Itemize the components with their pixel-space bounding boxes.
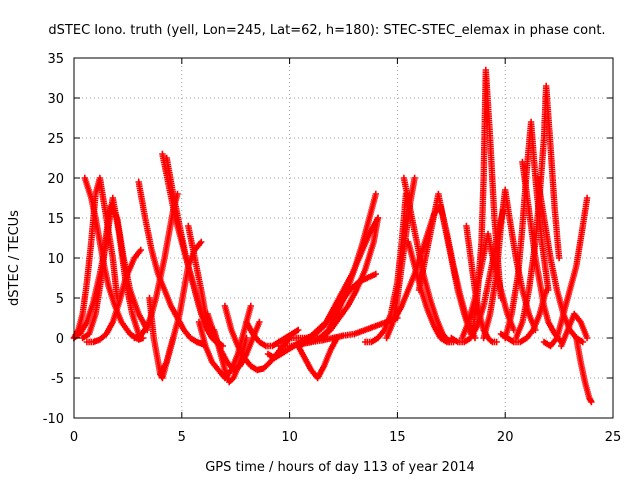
x-axis-label: GPS time / hours of day 113 of year 2014 xyxy=(205,460,475,475)
y-tick-label: 35 xyxy=(47,52,64,67)
y-tick-label: 10 xyxy=(47,252,64,267)
data-arc-42 xyxy=(573,334,595,406)
x-tick-label: 10 xyxy=(281,430,298,445)
x-tick-label: 5 xyxy=(178,430,186,445)
chart-title: dSTEC Iono. truth (yell, Lon=245, Lat=62… xyxy=(48,23,605,38)
y-tick-label: 25 xyxy=(47,132,64,147)
data-arc-29 xyxy=(415,190,474,338)
data-arc-41 xyxy=(558,310,591,350)
data-arc-37 xyxy=(512,82,563,342)
y-tick-label: 20 xyxy=(47,172,64,187)
plot-frame xyxy=(73,57,614,419)
y-axis-label: dSTEC / TECUs xyxy=(7,210,22,306)
data-arc-16 xyxy=(243,318,302,350)
x-tick-label: 20 xyxy=(497,430,514,445)
data-arc-4 xyxy=(83,246,144,346)
data-arc-14 xyxy=(210,326,250,386)
y-tick-label: 15 xyxy=(47,212,64,227)
data-series xyxy=(70,66,595,406)
y-tick-label: 0 xyxy=(56,332,64,347)
data-arc-38 xyxy=(519,158,565,346)
y-tick-label: 30 xyxy=(47,92,64,107)
y-tick-label: 5 xyxy=(56,292,64,307)
x-tick-label: 15 xyxy=(389,430,406,445)
y-tick-label: -5 xyxy=(51,372,64,387)
y-tick-label: -10 xyxy=(43,412,64,427)
x-tick-label: 25 xyxy=(605,430,622,445)
axis-ticks: 0 5 10 15 20 25 -10 -5 0 5 10 15 20 25 30 35 xyxy=(43,52,622,445)
data-arc-40 xyxy=(540,194,591,350)
x-tick-label: 0 xyxy=(70,430,78,445)
